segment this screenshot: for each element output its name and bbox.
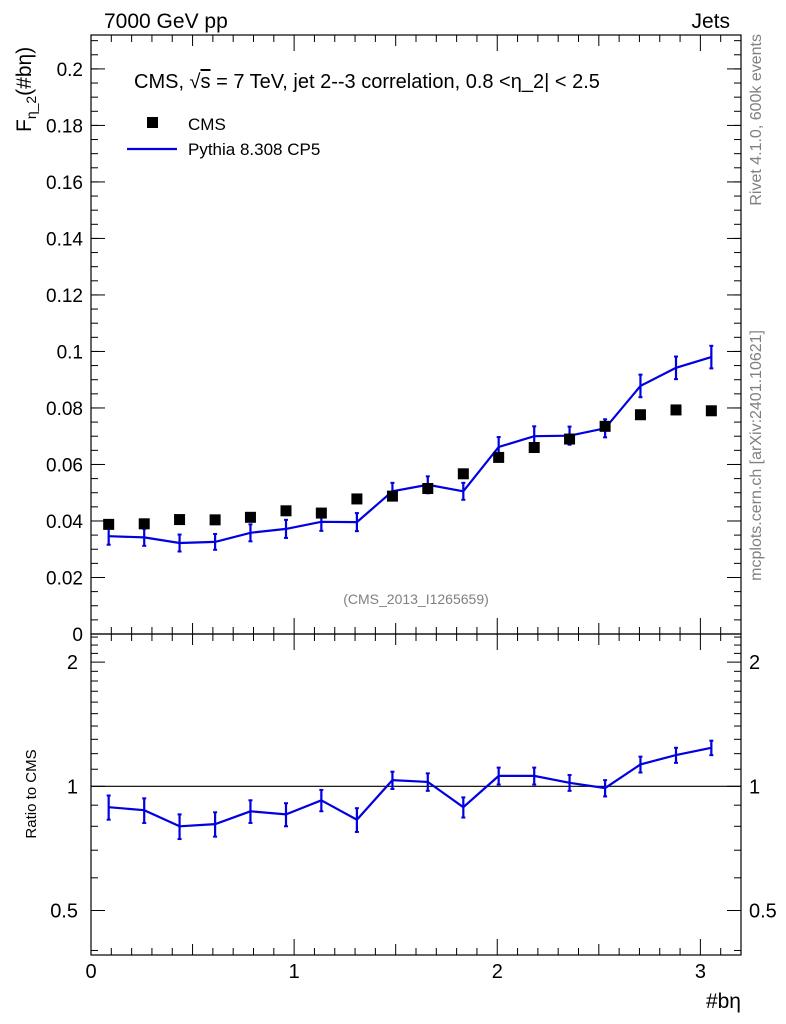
y-label-sub: η_2 <box>23 96 39 120</box>
y-label-main: F <box>13 119 36 132</box>
ratio-xtick-label: 0 <box>85 961 96 983</box>
main-ytick-label: 0.06 <box>46 455 83 476</box>
ratio-xtick-label: 1 <box>289 961 300 983</box>
main-ytick-label: 0.12 <box>46 286 83 307</box>
chart-title: CMS, √s = 7 TeV, jet 2--3 correlation, 0… <box>134 71 600 93</box>
ratio-axis-ticks: 0 1 2 3 0.5 0.5 1 1 2 2 <box>50 634 777 983</box>
main-ytick-label: 0.1 <box>57 342 83 363</box>
ratio-ytick-label-right: 0.5 <box>749 900 777 922</box>
ratio-ytick-label-left: 0.5 <box>50 900 78 922</box>
main-axis-ticks: 0 0.02 0.04 0.06 0.08 0.1 0.12 0.14 0.16 0.18 0.2 <box>46 35 742 646</box>
cms-point <box>209 514 221 526</box>
legend-cms-marker <box>147 117 158 128</box>
cms-point <box>174 514 186 526</box>
header-left: 7000 GeV pp <box>104 10 228 33</box>
cms-point <box>315 507 327 519</box>
ratio-xtick-label: 2 <box>492 961 503 983</box>
main-ytick-label: 0.14 <box>46 229 83 250</box>
cms-point <box>422 482 434 494</box>
cms-point <box>244 511 256 523</box>
cms-point <box>670 404 682 416</box>
title-prefix: CMS, √ <box>134 71 201 93</box>
main-ytick-label: 0.02 <box>46 568 83 589</box>
legend-cms-label: CMS <box>188 115 226 134</box>
legend-pythia-label: Pythia 8.308 CP5 <box>188 140 320 159</box>
cms-point <box>493 451 505 463</box>
main-ytick-label: 0.08 <box>46 399 83 420</box>
main-ytick-label: 0.16 <box>46 173 83 194</box>
main-ytick-label: 0.04 <box>46 512 83 533</box>
cms-point <box>280 505 292 517</box>
main-ytick-label: 0 <box>72 625 83 646</box>
cms-point <box>528 442 540 454</box>
cms-point <box>705 405 717 417</box>
ratio-data-marks <box>91 739 741 841</box>
rivet-label: Rivet 4.1.0, 600k events <box>748 34 765 206</box>
main-ytick-label: 0.18 <box>46 116 83 137</box>
cms-point <box>564 433 576 445</box>
main-ytick-label: 0.2 <box>57 60 83 81</box>
title-rest: = 7 TeV, jet 2--3 correlation, 0.8 <η_2|… <box>211 71 600 93</box>
x-axis-label: #bη <box>706 990 741 1013</box>
pythia-line <box>108 356 712 545</box>
ratio-pythia-line <box>108 746 712 828</box>
cms-point <box>351 493 363 505</box>
ratio-ytick-label-right: 1 <box>749 776 760 798</box>
ratio-xtick-label: 3 <box>695 961 706 983</box>
ratio-ytick-label-left: 1 <box>67 776 78 798</box>
ratio-y-label: Ratio to CMS <box>23 749 40 838</box>
header-right: Jets <box>691 10 730 33</box>
cms-point <box>138 518 150 530</box>
main-y-label: Fη_2(#bη) <box>13 47 39 132</box>
y-label-tail: (#bη) <box>13 47 36 96</box>
ratio-panel-frame <box>90 633 742 956</box>
main-data-marks <box>103 344 717 553</box>
ratio-ytick-label-left: 2 <box>67 652 78 674</box>
ratio-ytick-label-right: 2 <box>749 652 760 674</box>
mcplots-label: mcplots.cern.ch [arXiv:2401.10621] <box>748 330 765 581</box>
cms-point <box>634 409 646 421</box>
cms-point <box>386 490 398 502</box>
analysis-id: (CMS_2013_I1265659) <box>343 591 489 607</box>
cms-point <box>599 420 611 432</box>
title-sqrt-s: s <box>201 71 211 93</box>
cms-point <box>103 518 115 530</box>
cms-point <box>457 468 469 480</box>
